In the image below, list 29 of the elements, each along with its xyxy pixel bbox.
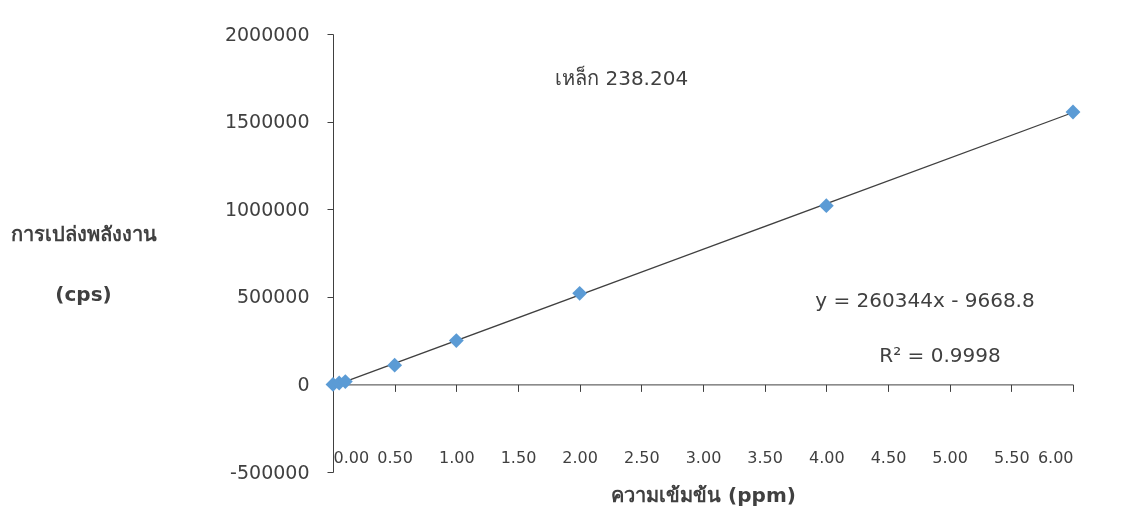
x-tick-label: 5.50 bbox=[994, 447, 1030, 467]
y-tick-label: 1000000 bbox=[224, 197, 310, 220]
point bbox=[387, 357, 403, 373]
x-tick-label: 6.00 bbox=[1037, 447, 1074, 467]
x-tick-label: 3.00 bbox=[685, 447, 722, 467]
x-tick-label: 4.00 bbox=[809, 447, 845, 467]
y-tick-label: 0 bbox=[297, 372, 310, 395]
y-tick-label: -500000 bbox=[230, 460, 310, 483]
x-tick-label: 1.50 bbox=[500, 447, 537, 467]
annotation: R² = 0.9998 bbox=[879, 343, 1001, 368]
x-tick-label: 5.00 bbox=[932, 447, 968, 467]
point bbox=[818, 198, 834, 214]
x-tick-label: 0.50 bbox=[377, 447, 413, 467]
y-tick-label: 500000 bbox=[236, 285, 310, 308]
point bbox=[572, 285, 588, 301]
y-tick-label: 1500000 bbox=[224, 110, 310, 133]
text: การเปล่งพลังงาน (cps) bbox=[10, 221, 157, 306]
point bbox=[448, 333, 464, 349]
x-tick-label: 2.50 bbox=[624, 447, 660, 467]
x-tick-label: 3.50 bbox=[747, 447, 783, 467]
x-tick-label: 1.00 bbox=[439, 447, 475, 467]
annotation: y = 260344x - 9668.8 bbox=[815, 288, 1035, 313]
x-tick-label: 0.00 bbox=[333, 447, 370, 467]
text: เหล็ก 238.204 bbox=[555, 65, 689, 90]
x-axis-title: ความเข้มข้น (ppm) bbox=[611, 482, 796, 507]
y-tick-label: 2000000 bbox=[224, 22, 310, 45]
x-tick-label: 2.00 bbox=[562, 447, 598, 467]
point bbox=[1065, 104, 1081, 120]
x-tick-label: 4.50 bbox=[870, 447, 907, 467]
